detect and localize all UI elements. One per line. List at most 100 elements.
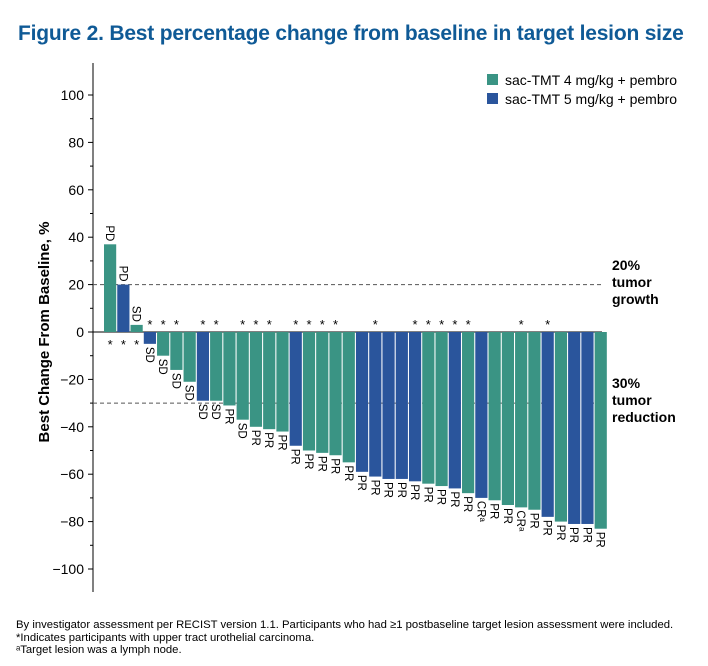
footnotes: By investigator assessment per RECIST ve…	[16, 619, 673, 657]
y-tick-label: 0	[76, 324, 84, 340]
bar	[462, 332, 475, 494]
response-label: PR	[567, 527, 579, 543]
upper-tract-star: *	[147, 317, 152, 332]
response-label: PR	[580, 527, 592, 543]
response-label: PR	[315, 456, 327, 472]
upper-tract-star: *	[413, 317, 418, 332]
response-label: SD	[183, 385, 195, 401]
response-label: SD	[196, 404, 208, 420]
y-tick-label: −20	[60, 371, 84, 387]
response-label: PR	[461, 496, 473, 512]
growth-threshold-line-1: 20%	[612, 257, 641, 273]
bar	[554, 332, 568, 522]
growth-threshold-annotation: 20% tumor growth	[612, 257, 659, 308]
response-label: PD	[116, 266, 128, 282]
upper-tract-star: *	[306, 317, 311, 332]
upper-tract-star: *	[240, 317, 245, 332]
reduction-threshold-line-3: reduction	[612, 409, 676, 425]
footnote-lymph-node: ᵃTarget lesion was a lymph node.	[16, 644, 182, 657]
legend-label: sac-TMT 5 mg/kg + pembro	[505, 91, 677, 107]
bar	[581, 332, 594, 524]
response-label: PR	[501, 508, 513, 524]
bar	[395, 332, 408, 479]
upper-tract-star: *	[426, 317, 431, 332]
response-label: PR	[289, 449, 301, 465]
y-tick-label: 100	[61, 87, 85, 103]
bar	[210, 332, 223, 401]
legend-label: sac-TMT 4 mg/kg + pembro	[505, 72, 677, 88]
response-label: SD	[130, 306, 142, 322]
response-label: PR	[541, 520, 553, 536]
bar	[488, 332, 501, 501]
y-axis-label: Best Change From Baseline, %	[36, 222, 53, 443]
bar	[170, 332, 183, 370]
response-label: PR	[448, 491, 460, 507]
bar	[276, 332, 289, 432]
bar	[355, 332, 369, 472]
footnote-star: *Indicates participants with upper tract…	[16, 631, 315, 644]
y-tick-label: 80	[68, 134, 84, 150]
response-label: SD	[143, 347, 155, 363]
y-tick-label: 40	[68, 229, 84, 245]
response-label: PR	[382, 482, 394, 498]
upper-tract-star: *	[200, 317, 205, 332]
y-tick-label: −100	[52, 561, 84, 577]
bar	[130, 324, 143, 332]
bar	[528, 332, 541, 510]
response-label: CRᵃ	[514, 510, 526, 532]
bar	[263, 332, 276, 430]
response-label: PR	[368, 480, 380, 496]
response-label: SD	[236, 423, 248, 439]
response-label: PR	[395, 482, 407, 498]
bar	[104, 244, 117, 332]
response-label: SD	[169, 373, 181, 389]
upper-tract-star: *	[320, 317, 325, 332]
bar	[475, 332, 488, 498]
upper-tract-star: *	[108, 337, 113, 352]
upper-tract-star: *	[174, 317, 179, 332]
bar	[249, 332, 263, 427]
legend-swatch	[487, 74, 498, 85]
bar	[408, 332, 422, 482]
y-tick-label: −80	[60, 514, 84, 530]
bar	[143, 332, 156, 344]
bar	[342, 332, 355, 463]
response-label: PR	[249, 430, 261, 446]
bar	[422, 332, 435, 484]
bar	[223, 332, 236, 406]
bar	[369, 332, 382, 477]
response-label: PR	[488, 503, 500, 519]
response-label: PR	[435, 489, 447, 505]
response-label: PR	[355, 475, 367, 491]
response-label: PD	[103, 225, 115, 241]
upper-tract-star: *	[267, 317, 272, 332]
upper-tract-star: *	[161, 317, 166, 332]
reduction-threshold-annotation: 30% tumor reduction	[612, 375, 676, 426]
legend-swatch	[487, 93, 498, 104]
bar	[448, 332, 461, 489]
reduction-threshold-line-2: tumor	[612, 392, 652, 408]
response-label: PR	[302, 454, 314, 470]
upper-tract-star: *	[253, 317, 258, 332]
bar	[236, 332, 249, 420]
response-label: SD	[156, 359, 168, 375]
upper-tract-star: *	[121, 337, 126, 352]
response-label: CRᵃ	[474, 501, 486, 523]
bar	[316, 332, 329, 453]
response-label: PR	[222, 408, 234, 424]
response-label: PR	[554, 525, 566, 541]
bar	[302, 332, 316, 451]
bar	[289, 332, 302, 446]
bar	[594, 332, 607, 529]
waterfall-chart: 100 80 60 40 20 0 −20 −40 −60 −80 −100 Best Change …	[36, 63, 677, 592]
footnote-methods: By investigator assessment per RECIST ve…	[16, 619, 674, 631]
response-label: PR	[262, 432, 274, 448]
bar	[196, 332, 210, 401]
upper-tract-star: *	[333, 317, 338, 332]
upper-tract-star: *	[293, 317, 298, 332]
bar	[435, 332, 448, 487]
bar	[329, 332, 342, 456]
upper-tract-star: *	[519, 317, 524, 332]
upper-tract-star: *	[452, 317, 457, 332]
upper-tract-star: *	[466, 317, 471, 332]
